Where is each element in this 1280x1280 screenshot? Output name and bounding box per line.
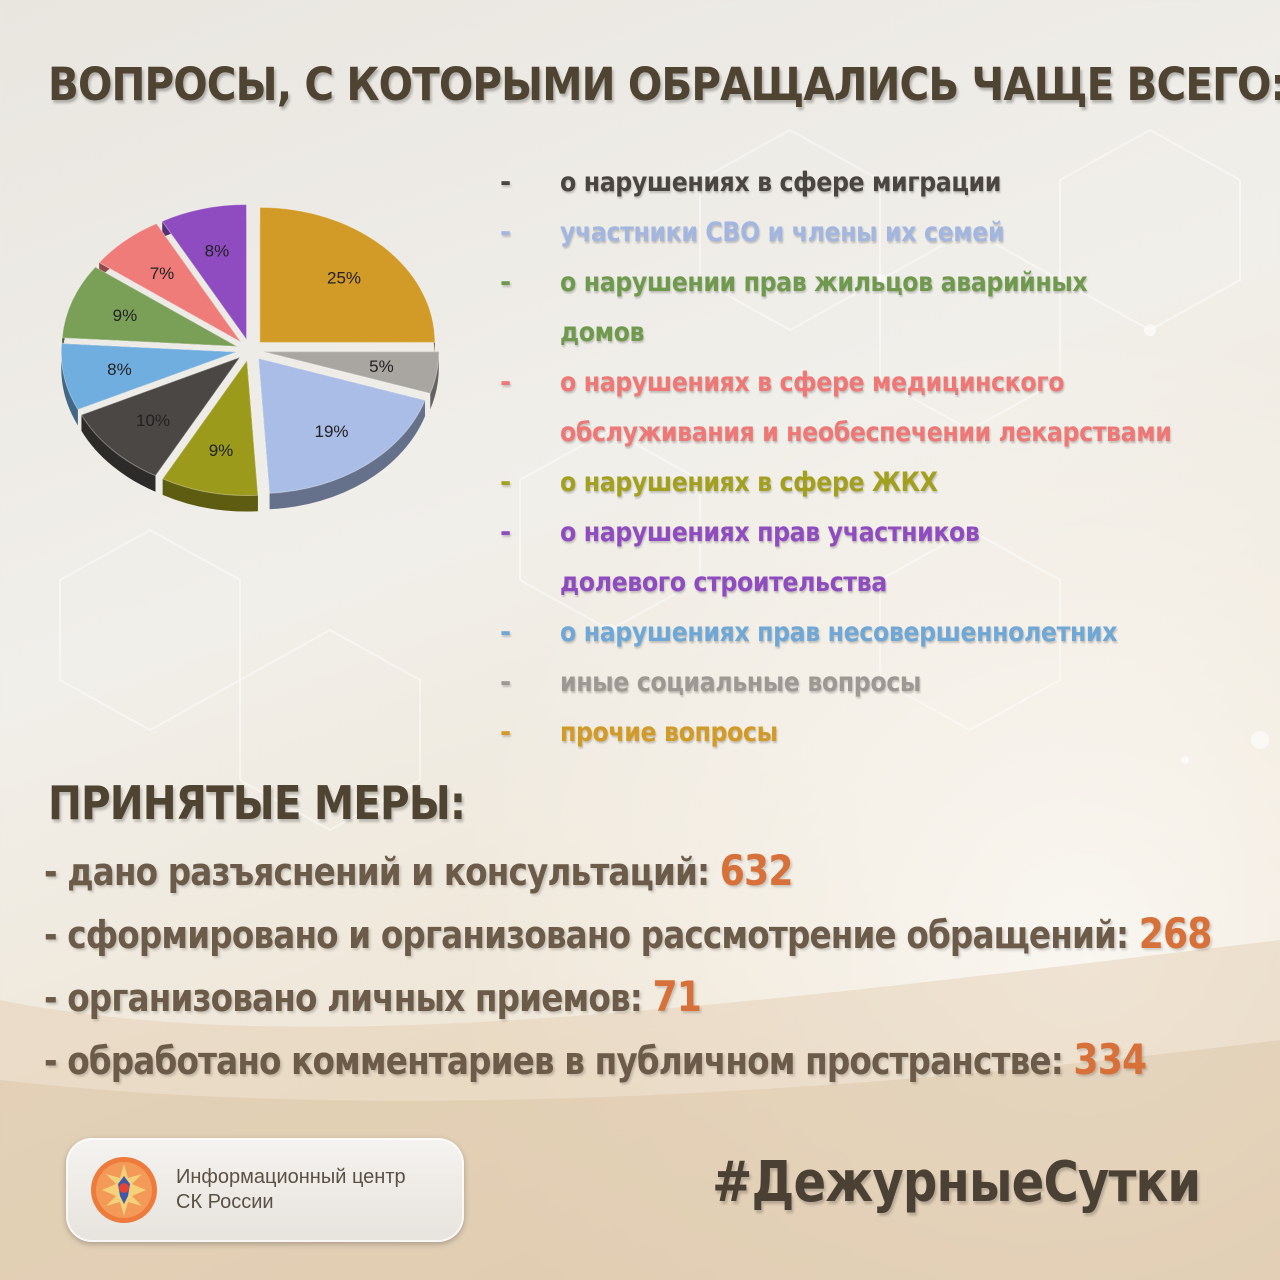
legend-dash: - [500,617,511,648]
legend-label-line: о нарушении прав жильцов аварийных [560,267,1088,298]
legend-dash: - [500,267,511,298]
legend-item: - прочие вопросы [500,708,1270,758]
legend-item: - о нарушениях прав несовершеннолетних [500,608,1270,658]
legend-label-line: о нарушениях прав несовершеннолетних [560,617,1118,648]
pie-slice-label: 25% [327,269,361,288]
pie-slice [61,266,238,347]
legend-label-line: домов [560,317,645,348]
legend-item: - о нарушениях в сфере ЖКХ [500,458,1270,508]
legend-label: прочие вопросы [560,708,778,758]
measure-value: 268 [1138,909,1213,958]
page-title: ВОПРОСЫ, С КОТОРЫМИ ОБРАЩАЛИСЬ ЧАЩЕ ВСЕГ… [48,58,1280,111]
pie-chart: 25% 5% 19% 9% 10% 8% 9% 7% 8% [60,204,440,512]
measure-item: - дано разъяснений и консультаций: 632 [44,840,1212,903]
pie-slice-label: 5% [369,357,394,376]
legend-dash: - [500,367,511,398]
pie-top-layer [60,204,440,497]
measure-label: - дано разъяснений и консультаций: [44,850,720,894]
measure-item: - обработано комментариев в публичном пр… [44,1029,1212,1092]
pie-slice [259,206,436,343]
organization-badge: Информационный центр СК России [66,1138,464,1242]
legend-label: участники СВО и члены их семей [560,208,1005,258]
pie-slice-label: 7% [150,264,175,283]
pie-slice [60,343,237,411]
organization-name-line1: Информационный центр [176,1166,406,1188]
measures-title: ПРИНЯТЫЕ МЕРЫ: [48,776,466,830]
legend-label-line: иные социальные вопросы [560,667,921,698]
measure-label: - обработано комментариев в публичном пр… [44,1039,1074,1083]
legend-label: о нарушениях прав участников долевого стр… [560,508,980,608]
pie-slice [263,351,440,394]
legend-label-line: прочие вопросы [560,717,778,748]
pie-labels-layer: 25% 5% 19% 9% 10% 8% 9% 7% 8% [107,242,394,461]
measure-value: 334 [1073,1035,1147,1084]
organization-name-line2: СК России [176,1191,274,1213]
pie-slice [80,356,242,477]
pie-slice [258,357,426,494]
measure-label: - организовано личных приемов: [44,976,653,1020]
legend-dash: - [500,467,511,498]
pie-slice [98,222,242,343]
pie-slice-label: 9% [209,441,234,460]
legend-label: о нарушениях прав несовершеннолетних [560,608,1117,658]
hashtag: #ДежурныеСутки [712,1150,1201,1215]
legend-label-line: о нарушениях прав участников [560,517,980,548]
legend-dash: - [500,517,511,548]
legend-label-line: участники СВО и члены их семей [560,217,1005,248]
pie-slice-label: 10% [136,411,170,430]
legend-label: о нарушениях в сфере ЖКХ [560,458,938,508]
measure-value: 632 [719,846,794,895]
pie-slice-label: 8% [107,360,132,379]
legend-label-line: о нарушениях в сфере медицинского [560,367,1065,398]
pie-slice [161,204,248,342]
legend-label-line: о нарушениях в сфере ЖКХ [560,467,938,498]
pie-slice-label: 9% [113,306,138,325]
legend-item: - о нарушениях в сфере медицинского обслуж… [500,358,1270,458]
legend-item: - о нарушении прав жильцов аварийных домов [500,258,1270,358]
legend-dash: - [500,667,511,698]
legend-label: о нарушениях в сфере медицинского обслужи… [560,358,1172,458]
legend-label-line: обслуживания и необеспечении лекарствами [560,417,1172,448]
chart-legend: - о нарушениях в сфере миграции - участники… [500,158,1270,758]
legend-dash: - [500,217,511,248]
pie-slice [161,359,259,497]
measure-value: 71 [652,972,702,1021]
legend-dash: - [500,717,511,748]
legend-label-line: о нарушениях в сфере миграции [560,167,1001,198]
measures-list: - дано разъяснений и консультаций: 632- … [44,840,1280,1092]
legend-item: - о нарушениях в сфере миграции [500,158,1270,208]
legend-label: иные социальные вопросы [560,658,921,708]
eagle-emblem-icon [91,1157,157,1223]
legend-label: о нарушении прав жильцов аварийных домов [560,258,1088,358]
measure-item: - организовано личных приемов: 71 [44,966,1212,1029]
pie-slice-label: 19% [314,422,348,441]
legend-item: - иные социальные вопросы [500,658,1270,708]
pie-slice-label: 8% [205,242,230,261]
legend-label-line: долевого строительства [560,567,887,598]
legend-item: - о нарушениях прав участников долевого ст… [500,508,1270,608]
legend-item: - участники СВО и члены их семей [500,208,1270,258]
measure-label: - сформировано и организовано рассмотрен… [44,913,1139,957]
measure-item: - сформировано и организовано рассмотрен… [44,903,1212,966]
legend-dash: - [500,167,511,198]
legend-label: о нарушениях в сфере миграции [560,158,1001,208]
